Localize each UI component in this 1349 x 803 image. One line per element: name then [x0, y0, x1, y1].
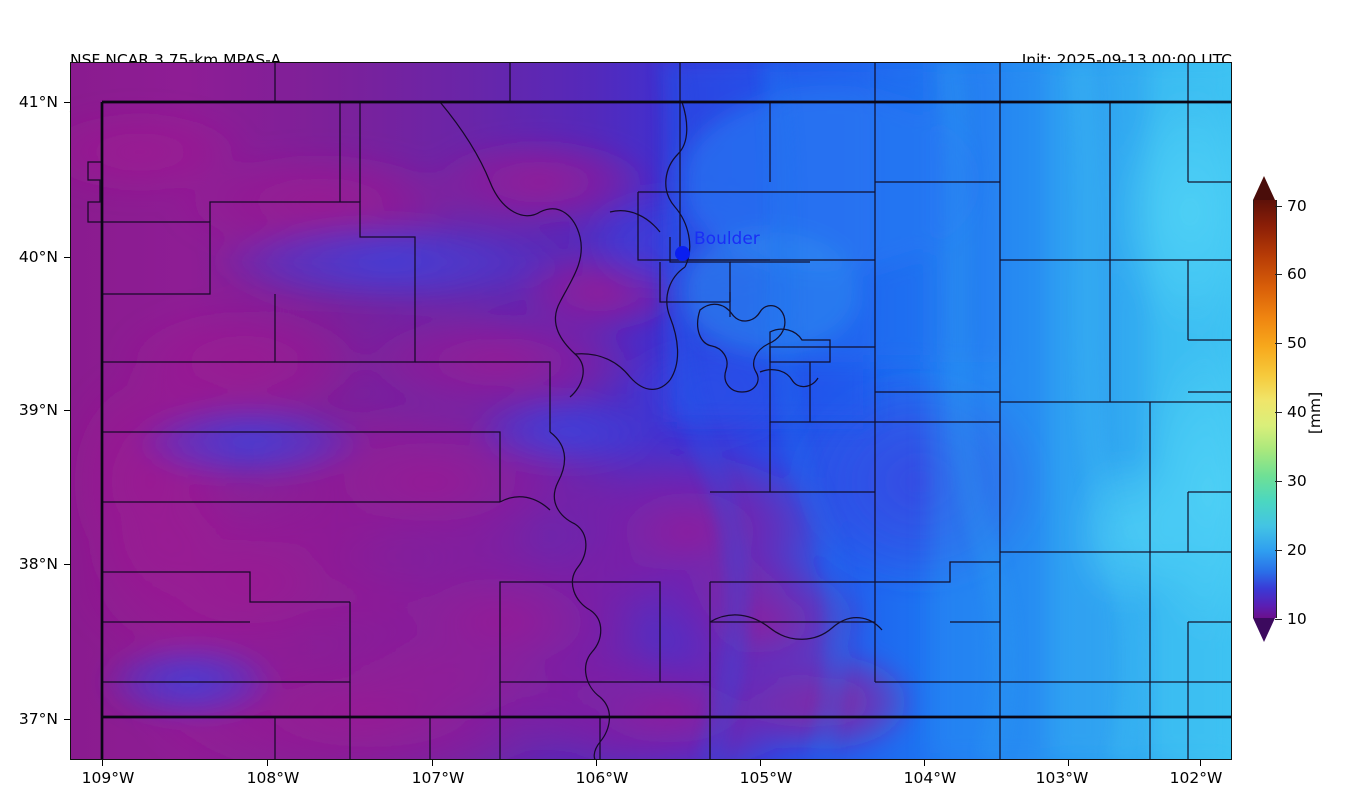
y-label-40N: 40°N — [18, 248, 58, 266]
colorbar-label-20: 20 — [1287, 541, 1307, 559]
colorbar-max-extend-arrow — [1253, 176, 1275, 200]
x-label-107W: 107°W — [411, 769, 465, 787]
y-label-39N: 39°N — [18, 401, 58, 419]
y-label-37N: 37°N — [18, 710, 58, 728]
x-tick-102W — [1200, 760, 1202, 766]
map-plot-area[interactable]: Boulder — [70, 62, 1232, 760]
x-label-104W: 104°W — [903, 769, 957, 787]
y-tick-37N — [64, 719, 70, 721]
x-label-105W: 105°W — [739, 769, 793, 787]
x-tick-107W — [432, 760, 434, 766]
x-tick-108W — [267, 760, 269, 766]
x-tick-105W — [760, 760, 762, 766]
colorbar-tick-20 — [1275, 550, 1282, 552]
y-label-38N: 38°N — [18, 555, 58, 573]
x-label-103W: 103°W — [1035, 769, 1089, 787]
county-and-state-boundaries — [87, 62, 1232, 760]
x-label-102W: 102°W — [1169, 769, 1223, 787]
boulder-city-marker[interactable] — [675, 246, 690, 261]
x-tick-103W — [1068, 760, 1070, 766]
boulder-city-label: Boulder — [694, 229, 760, 249]
x-tick-104W — [924, 760, 926, 766]
colorbar-label-10: 10 — [1287, 610, 1307, 628]
colorbar-tick-70 — [1275, 206, 1282, 208]
colorbar-label-40: 40 — [1287, 403, 1307, 421]
colorbar-gradient — [1253, 200, 1277, 618]
y-tick-41N — [64, 102, 70, 104]
x-tick-109W — [102, 760, 104, 766]
colorbar-label-30: 30 — [1287, 472, 1307, 490]
colorbar-tick-60 — [1275, 274, 1282, 276]
colorbar-tick-30 — [1275, 481, 1282, 483]
colorbar-tick-50 — [1275, 343, 1282, 345]
colorbar-tick-40 — [1275, 412, 1282, 414]
x-label-106W: 106°W — [575, 769, 629, 787]
colorbar-label-60: 60 — [1287, 265, 1307, 283]
y-tick-40N — [64, 257, 70, 259]
y-tick-38N — [64, 564, 70, 566]
colorbar-unit-label: [mm] — [1306, 391, 1324, 435]
colorbar-min-extend-arrow — [1253, 618, 1275, 642]
colorbar[interactable]: 70 60 50 40 30 20 10 — [1253, 176, 1307, 642]
colorbar-tick-10 — [1275, 619, 1282, 621]
x-tick-106W — [596, 760, 598, 766]
y-label-41N: 41°N — [18, 93, 58, 111]
y-tick-39N — [64, 410, 70, 412]
x-label-108W: 108°W — [246, 769, 300, 787]
x-label-109W: 109°W — [81, 769, 135, 787]
colorbar-label-50: 50 — [1287, 334, 1307, 352]
colorbar-label-70: 70 — [1287, 197, 1307, 215]
precipitable-water-field — [70, 62, 1232, 760]
